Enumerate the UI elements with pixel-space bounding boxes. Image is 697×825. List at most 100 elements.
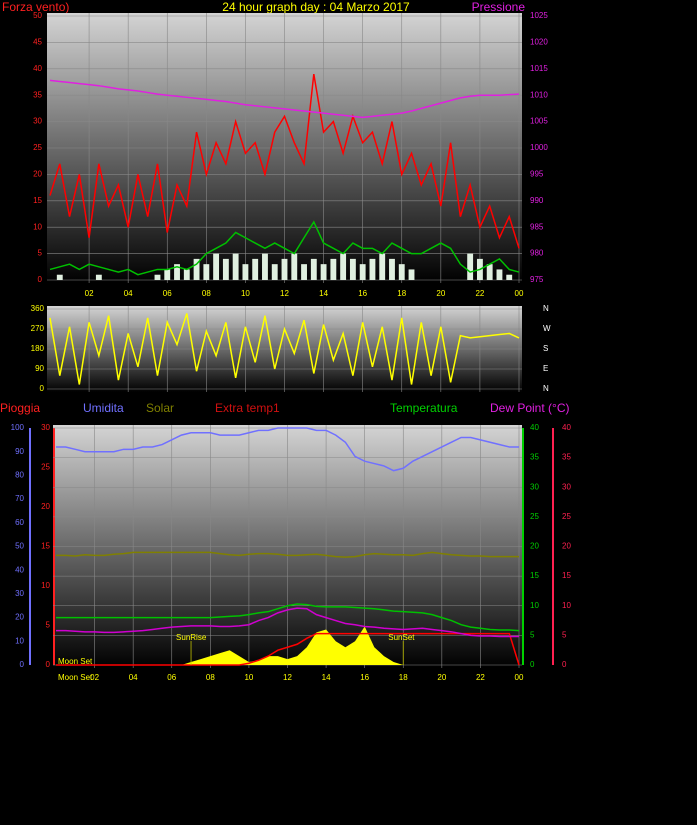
y-tick-label: 980 bbox=[530, 249, 544, 258]
x-tick-label: 12 bbox=[280, 289, 289, 298]
bar bbox=[389, 258, 395, 280]
bar bbox=[154, 274, 161, 280]
y-tick-label: N bbox=[543, 304, 549, 313]
x-tick-label: 06 bbox=[163, 289, 172, 298]
y-tick-label: 40 bbox=[15, 565, 24, 574]
series-line bbox=[56, 551, 519, 558]
bar bbox=[379, 253, 386, 280]
series-line bbox=[56, 607, 519, 638]
x-tick-label: 02 bbox=[85, 289, 94, 298]
bar bbox=[506, 274, 513, 280]
x-tick-label: 16 bbox=[360, 673, 369, 682]
y-tick-label: 1000 bbox=[530, 143, 548, 152]
temperature-label: Temperatura bbox=[390, 401, 458, 415]
y-tick-label: 5 bbox=[38, 249, 43, 258]
y-tick-label: 70 bbox=[15, 494, 24, 503]
bar bbox=[281, 258, 288, 280]
bar bbox=[56, 274, 63, 280]
x-tick-label: 04 bbox=[124, 289, 133, 298]
y-tick-label: 5 bbox=[530, 630, 535, 639]
y-tick-label: 30 bbox=[562, 482, 571, 491]
y-tick-label: 40 bbox=[33, 64, 42, 73]
bar bbox=[252, 258, 259, 280]
y-tick-label: 180 bbox=[31, 344, 45, 353]
pressure-label: Pressione bbox=[472, 0, 526, 14]
series-line bbox=[49, 313, 520, 385]
y-tick-label: 0 bbox=[530, 660, 535, 669]
solar-label: Solar bbox=[146, 401, 174, 415]
y-tick-label: 15 bbox=[530, 571, 539, 580]
y-tick-label: 985 bbox=[530, 222, 544, 231]
y-tick-label: 90 bbox=[15, 447, 24, 456]
y-tick-label: 0 bbox=[562, 660, 567, 669]
wind-label: Forza vento) bbox=[2, 0, 69, 14]
y-tick-label: 0 bbox=[46, 660, 51, 669]
x-tick-label: 06 bbox=[167, 673, 176, 682]
y-tick-label: 1015 bbox=[530, 64, 548, 73]
x-tick-label: 14 bbox=[322, 673, 331, 682]
x-tick-label: 00 bbox=[515, 673, 524, 682]
x-tick-label: 22 bbox=[476, 673, 485, 682]
y-tick-label: S bbox=[543, 344, 548, 353]
y-tick-label: 100 bbox=[11, 423, 25, 432]
x-tick-label: 10 bbox=[241, 289, 250, 298]
extra-temp-label: Extra temp1 bbox=[215, 401, 280, 415]
y-tick-label: 50 bbox=[33, 11, 42, 20]
humidity-label: Umidita bbox=[83, 401, 124, 415]
y-tick-label: 20 bbox=[33, 170, 42, 179]
bar bbox=[467, 253, 474, 280]
y-tick-label: 5 bbox=[562, 630, 567, 639]
x-tick-label: 14 bbox=[319, 289, 328, 298]
annotation: SunRise bbox=[176, 633, 207, 642]
y-tick-label: 10 bbox=[33, 222, 42, 231]
y-tick-label: 20 bbox=[15, 613, 24, 622]
x-tick-label: 16 bbox=[358, 289, 367, 298]
y-tick-label: 20 bbox=[41, 502, 50, 511]
bar bbox=[232, 253, 239, 280]
x-tick-label: 10 bbox=[244, 673, 253, 682]
x-tick-label: 20 bbox=[436, 289, 445, 298]
bar bbox=[262, 253, 268, 280]
x-tick-label: 22 bbox=[475, 289, 484, 298]
bar bbox=[320, 264, 327, 280]
bar bbox=[213, 253, 220, 280]
y-tick-label: W bbox=[543, 324, 551, 333]
x-tick-label: 12 bbox=[283, 673, 292, 682]
bar bbox=[183, 269, 190, 280]
y-tick-label: 45 bbox=[33, 38, 42, 47]
series-line bbox=[49, 79, 520, 119]
y-tick-label: N bbox=[543, 384, 549, 393]
bar bbox=[242, 264, 249, 280]
bar bbox=[164, 269, 171, 280]
bar bbox=[95, 274, 102, 280]
y-tick-label: 30 bbox=[33, 117, 42, 126]
bar bbox=[496, 269, 503, 280]
x-tick-label: 20 bbox=[437, 673, 446, 682]
bar bbox=[301, 264, 307, 280]
bar bbox=[310, 258, 317, 280]
bar bbox=[291, 253, 298, 280]
x-tick-label: 18 bbox=[399, 673, 408, 682]
x-tick-label: 04 bbox=[129, 673, 138, 682]
y-tick-label: 35 bbox=[562, 453, 571, 462]
y-tick-label: 30 bbox=[41, 423, 50, 432]
y-tick-label: 975 bbox=[530, 275, 544, 284]
y-tick-label: E bbox=[543, 364, 548, 373]
bar bbox=[349, 258, 356, 280]
y-tick-label: 990 bbox=[530, 196, 544, 205]
x-tick-label: 02 bbox=[90, 673, 99, 682]
chart-title: 24 hour graph day : 04 Marzo 2017 bbox=[222, 0, 410, 14]
y-tick-label: 270 bbox=[31, 324, 45, 333]
y-tick-label: 5 bbox=[46, 621, 51, 630]
y-tick-label: 40 bbox=[562, 423, 571, 432]
y-tick-label: 1025 bbox=[530, 11, 548, 20]
y-tick-label: 10 bbox=[15, 636, 24, 645]
y-tick-label: 15 bbox=[33, 196, 42, 205]
dew-point-label: Dew Point (°C) bbox=[490, 401, 569, 415]
bar bbox=[271, 264, 278, 280]
y-tick-label: 0 bbox=[20, 660, 25, 669]
y-tick-label: 50 bbox=[15, 542, 24, 551]
y-tick-label: 30 bbox=[530, 482, 539, 491]
annotation: SunSet bbox=[388, 633, 415, 642]
